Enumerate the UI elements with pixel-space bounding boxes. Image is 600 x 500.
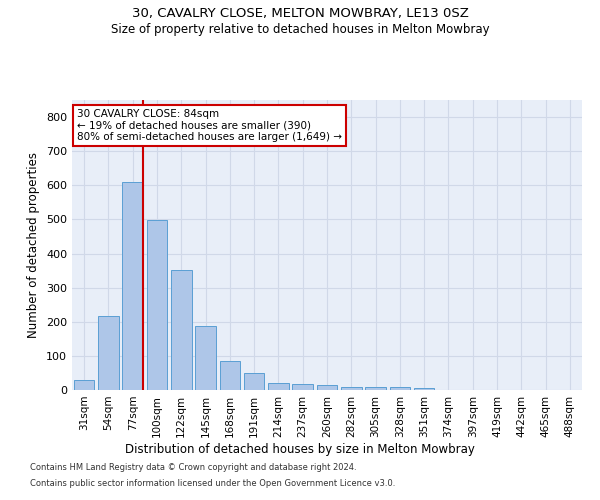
Bar — [389, 386, 410, 390]
Text: Contains public sector information licensed under the Open Government Licence v3: Contains public sector information licen… — [30, 478, 395, 488]
Text: Distribution of detached houses by size in Melton Mowbray: Distribution of detached houses by size … — [125, 442, 475, 456]
Bar — [317, 385, 337, 390]
Bar — [414, 388, 434, 390]
Bar — [74, 380, 94, 390]
Bar — [365, 386, 386, 390]
Bar — [122, 182, 143, 390]
Bar — [220, 361, 240, 390]
Bar — [195, 326, 216, 390]
Bar — [171, 270, 191, 390]
Bar — [146, 220, 167, 390]
Bar — [341, 388, 362, 390]
Text: 30, CAVALRY CLOSE, MELTON MOWBRAY, LE13 0SZ: 30, CAVALRY CLOSE, MELTON MOWBRAY, LE13 … — [131, 8, 469, 20]
Y-axis label: Number of detached properties: Number of detached properties — [28, 152, 40, 338]
Bar — [244, 372, 265, 390]
Bar — [98, 316, 119, 390]
Text: Size of property relative to detached houses in Melton Mowbray: Size of property relative to detached ho… — [110, 22, 490, 36]
Bar — [292, 384, 313, 390]
Text: 30 CAVALRY CLOSE: 84sqm
← 19% of detached houses are smaller (390)
80% of semi-d: 30 CAVALRY CLOSE: 84sqm ← 19% of detache… — [77, 108, 342, 142]
Text: Contains HM Land Registry data © Crown copyright and database right 2024.: Contains HM Land Registry data © Crown c… — [30, 464, 356, 472]
Bar — [268, 383, 289, 390]
